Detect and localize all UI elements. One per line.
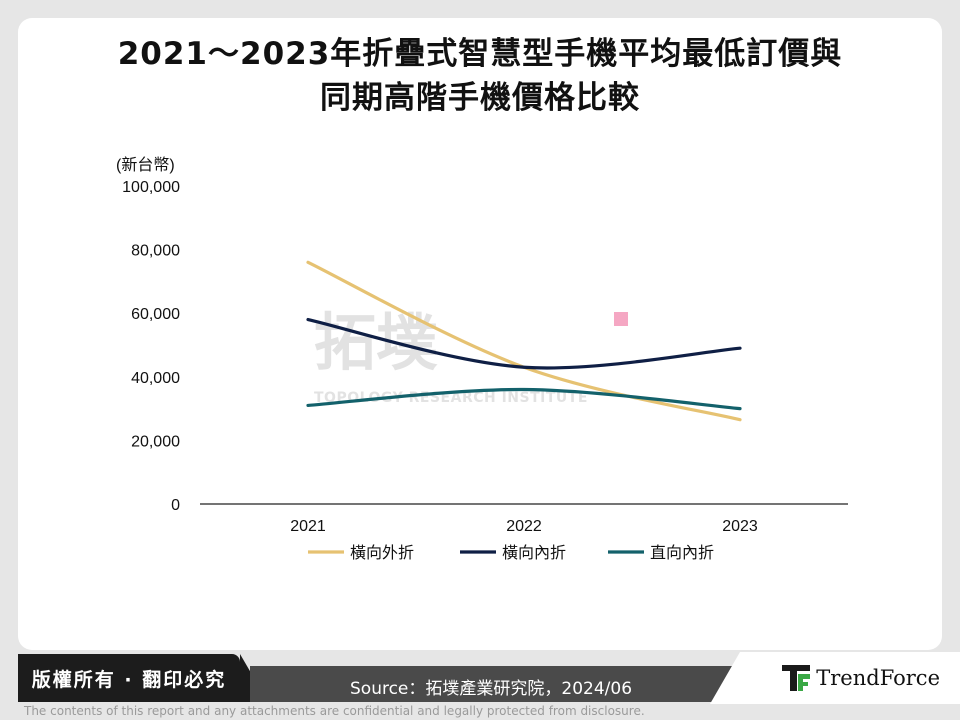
series-line-vertical-in: [306, 387, 742, 411]
y-tick-label: 0: [171, 497, 180, 514]
watermark-dot: [614, 312, 628, 326]
line-chart: (新台幣) 0 20,000 40,000 60,000 80,000 100,000 202…: [116, 156, 848, 562]
disclaimer: The contents of this report and any atta…: [24, 704, 645, 718]
trendforce-logo-icon: [782, 665, 811, 691]
legend-label: 橫向內折: [502, 544, 566, 562]
y-axis-unit-label: (新台幣): [116, 156, 175, 174]
x-tick-label: 2022: [506, 518, 542, 535]
y-tick-label: 80,000: [131, 243, 180, 260]
legend-label: 橫向外折: [350, 544, 414, 562]
chart-title: 2021～2023年折疊式智慧型手機平均最低訂價與 同期高階手機價格比較: [18, 32, 942, 120]
source-bar: [250, 666, 770, 702]
legend-label: 直向內折: [650, 544, 714, 562]
chart-title-line-1: 2021～2023年折疊式智慧型手機平均最低訂價與: [117, 36, 843, 72]
y-tick-label: 100,000: [122, 179, 180, 196]
series-line-horizontal-out: [306, 260, 742, 422]
y-tick-label: 20,000: [131, 433, 180, 450]
slide-card: 2021～2023年折疊式智慧型手機平均最低訂價與 同期高階手機價格比較 拓墣 …: [18, 18, 942, 650]
source-text: Source：拓墣產業研究院，2024/06: [350, 679, 633, 699]
series-line-horizontal-in: [306, 317, 742, 370]
x-tick-label: 2021: [290, 518, 326, 535]
y-tick-label: 60,000: [131, 306, 180, 323]
brand-name: TrendForce: [816, 666, 940, 690]
chart-title-line-2: 同期高階手機價格比較: [320, 80, 640, 116]
copyright-badge: 版權所有 · 翻印必究: [18, 654, 268, 702]
y-tick-label: 40,000: [131, 370, 180, 387]
brand-logo: TrendForce: [710, 652, 960, 704]
x-tick-label: 2023: [722, 518, 758, 535]
